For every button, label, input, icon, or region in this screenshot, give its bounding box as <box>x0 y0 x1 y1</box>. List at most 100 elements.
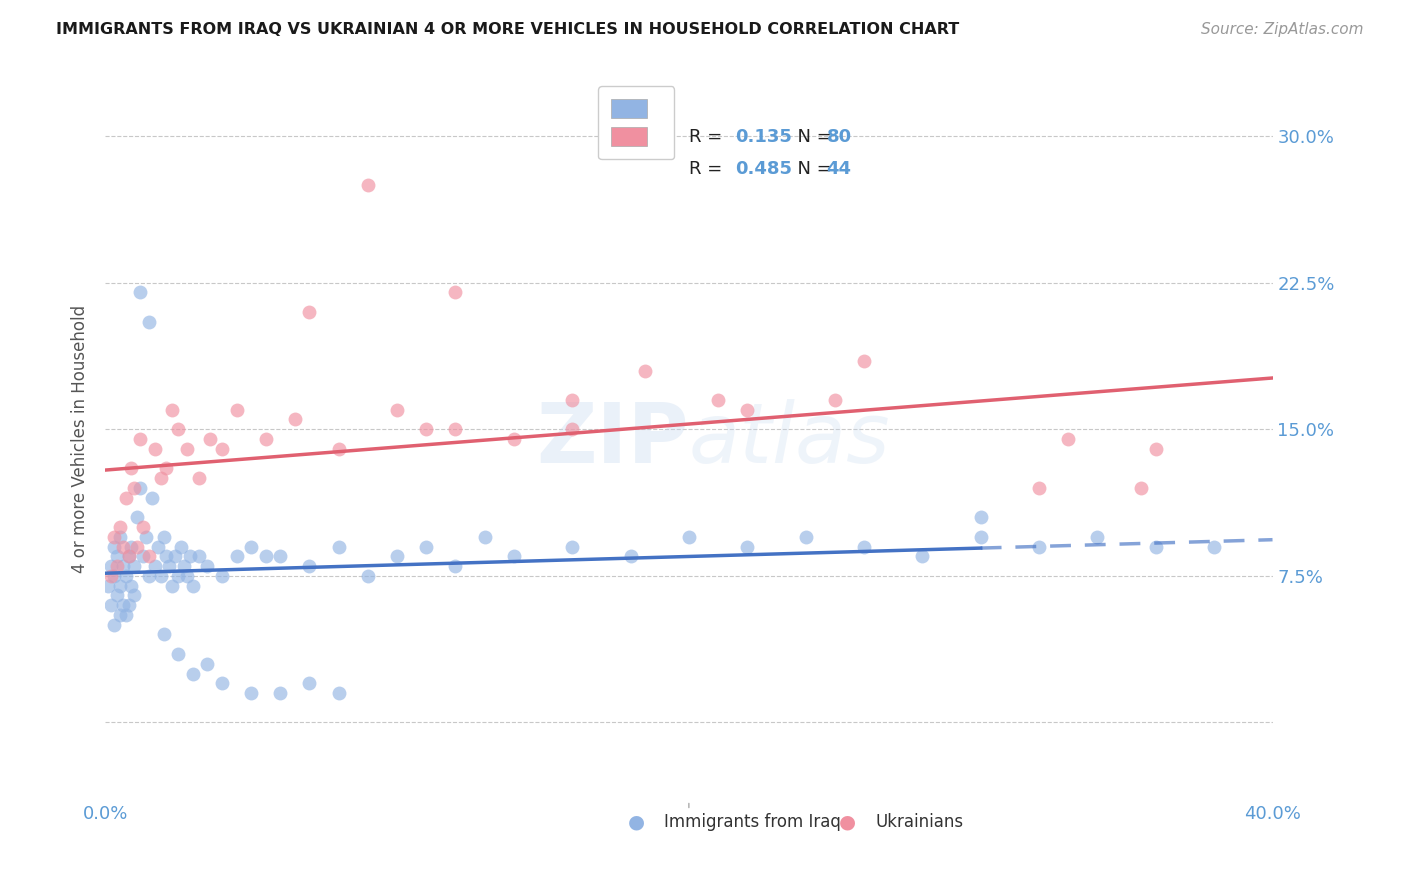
Point <box>328 442 350 456</box>
Point <box>129 432 152 446</box>
Point <box>254 549 277 564</box>
Point <box>415 422 437 436</box>
Point <box>561 392 583 407</box>
Point <box>1087 530 1109 544</box>
Point <box>444 285 467 300</box>
Point <box>619 549 641 564</box>
Point <box>824 392 846 407</box>
Point <box>135 530 157 544</box>
Point <box>240 540 263 554</box>
Point <box>187 471 209 485</box>
Point <box>852 354 875 368</box>
Point <box>181 666 204 681</box>
Point <box>165 549 187 564</box>
Point <box>103 569 125 583</box>
Point <box>170 540 193 554</box>
Point <box>111 559 134 574</box>
Point <box>707 392 730 407</box>
Point <box>211 676 233 690</box>
Point <box>111 540 134 554</box>
Point <box>328 540 350 554</box>
Point <box>100 559 122 574</box>
Y-axis label: 4 or more Vehicles in Household: 4 or more Vehicles in Household <box>72 305 89 573</box>
Point <box>105 549 128 564</box>
Point <box>176 569 198 583</box>
Point <box>146 540 169 554</box>
Point <box>357 569 380 583</box>
Point <box>195 657 218 671</box>
Point <box>634 363 657 377</box>
Point <box>124 481 146 495</box>
Point <box>911 549 934 564</box>
Point <box>181 579 204 593</box>
Point <box>211 442 233 456</box>
Point <box>127 510 149 524</box>
Point <box>103 617 125 632</box>
Point <box>225 402 247 417</box>
Point <box>105 588 128 602</box>
Point <box>385 402 408 417</box>
Point <box>100 569 122 583</box>
Text: ZIP: ZIP <box>536 399 689 480</box>
Point <box>298 676 321 690</box>
Point <box>162 402 184 417</box>
Text: Immigrants from Iraq: Immigrants from Iraq <box>665 813 841 830</box>
Point <box>138 569 160 583</box>
Point <box>561 540 583 554</box>
Point <box>735 402 758 417</box>
Point <box>100 598 122 612</box>
Point <box>117 598 139 612</box>
Text: R =: R = <box>689 128 728 145</box>
Point <box>970 530 993 544</box>
Text: N =: N = <box>786 128 837 145</box>
Point <box>129 285 152 300</box>
Point <box>108 520 131 534</box>
Point <box>124 588 146 602</box>
Point <box>108 579 131 593</box>
Text: Source: ZipAtlas.com: Source: ZipAtlas.com <box>1201 22 1364 37</box>
Point <box>240 686 263 700</box>
Text: 0.135: 0.135 <box>735 128 792 145</box>
Point <box>254 432 277 446</box>
Point <box>162 579 184 593</box>
Point <box>502 432 524 446</box>
Text: N =: N = <box>786 160 837 178</box>
Point <box>1144 540 1167 554</box>
Point <box>195 559 218 574</box>
Point <box>167 569 190 583</box>
Point <box>108 607 131 622</box>
Point <box>141 491 163 505</box>
Point <box>444 422 467 436</box>
Point <box>852 540 875 554</box>
Point <box>124 559 146 574</box>
Point <box>298 559 321 574</box>
Point <box>179 549 201 564</box>
Point <box>138 549 160 564</box>
Point <box>200 432 222 446</box>
Point <box>152 627 174 641</box>
Point <box>176 442 198 456</box>
Point <box>149 569 172 583</box>
Point <box>132 520 155 534</box>
Point <box>152 530 174 544</box>
Point <box>502 549 524 564</box>
Point <box>121 461 143 475</box>
Text: 0.485: 0.485 <box>735 160 792 178</box>
Point <box>474 530 496 544</box>
Point <box>114 491 136 505</box>
Point <box>1028 481 1050 495</box>
Point <box>108 530 131 544</box>
Point <box>385 549 408 564</box>
Text: 44: 44 <box>827 160 852 178</box>
Point <box>269 686 291 700</box>
Point <box>444 559 467 574</box>
Point <box>415 540 437 554</box>
Legend: , : , <box>599 87 675 160</box>
Point <box>127 540 149 554</box>
Point <box>155 549 177 564</box>
Point <box>117 549 139 564</box>
Point <box>121 540 143 554</box>
Point <box>132 549 155 564</box>
Point <box>1204 540 1226 554</box>
Point <box>269 549 291 564</box>
